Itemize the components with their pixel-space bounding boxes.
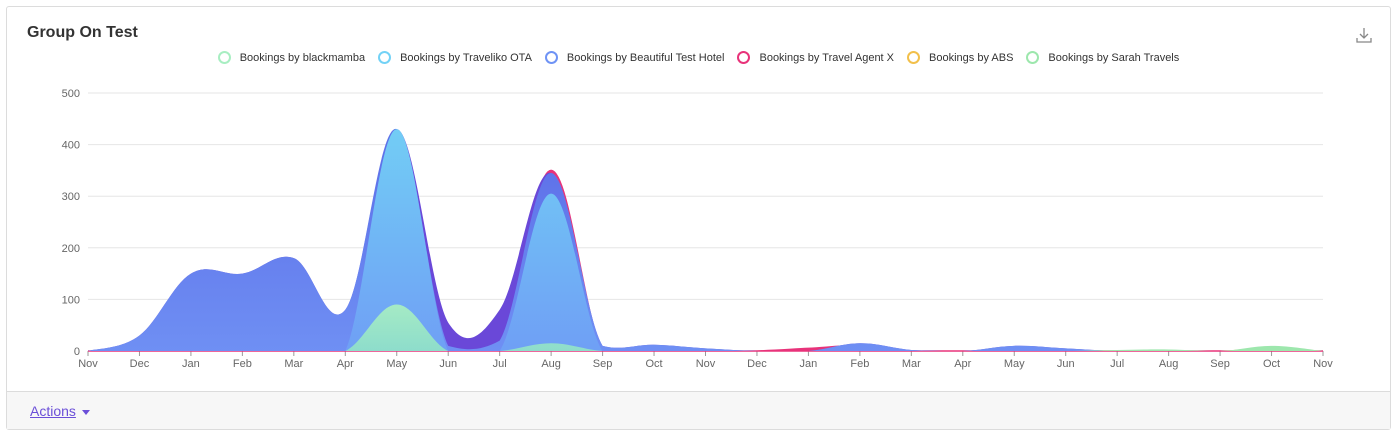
x-tick-label: May bbox=[1004, 358, 1025, 370]
x-tick-label: Aug bbox=[541, 358, 561, 370]
x-tick-label: Mar bbox=[902, 358, 921, 370]
chart-card: Group On Test Bookings by blackmamba Book… bbox=[6, 6, 1391, 430]
chevron-down-icon bbox=[81, 409, 90, 415]
y-tick-label: 100 bbox=[62, 294, 80, 306]
x-tick-label: Nov bbox=[696, 358, 716, 370]
legend-item-traveliko[interactable]: Bookings by Traveliko OTA bbox=[378, 51, 532, 64]
x-tick-label: Sep bbox=[593, 358, 613, 370]
x-tick-label: Dec bbox=[130, 358, 150, 370]
legend-item-blackmamba[interactable]: Bookings by blackmamba bbox=[217, 51, 366, 64]
download-icon[interactable] bbox=[1354, 25, 1374, 45]
x-tick-label: Feb bbox=[233, 358, 252, 370]
x-tick-label: May bbox=[386, 358, 407, 370]
x-tick-label: Sep bbox=[1210, 358, 1230, 370]
series-area-traveliko-ota bbox=[88, 129, 1323, 351]
card-footer: Actions bbox=[7, 391, 1390, 429]
legend-marker-icon bbox=[737, 51, 751, 64]
chart-plot: 0 100 200 300 400 500 Nov Dec Jan Feb Mar Apr May Jun… bbox=[62, 88, 1334, 370]
chart-title: Group On Test bbox=[27, 24, 138, 41]
chart-legend: Bookings by blackmamba Bookings by Travel… bbox=[7, 51, 1390, 64]
x-tick-label: Apr bbox=[337, 358, 354, 370]
legend-label: Bookings by Travel Agent X bbox=[759, 51, 895, 64]
x-tick-label: Oct bbox=[645, 358, 662, 370]
series-area-beautiful-test-hotel bbox=[88, 128, 1323, 351]
y-tick-label: 400 bbox=[62, 140, 80, 152]
y-tick-label: 0 bbox=[74, 346, 80, 358]
legend-marker-icon bbox=[1026, 51, 1040, 64]
legend-label: Bookings by Sarah Travels bbox=[1048, 51, 1180, 64]
legend-item-travelagent[interactable]: Bookings by Travel Agent X bbox=[737, 51, 894, 64]
legend-item-sarah[interactable]: Bookings by Sarah Travels bbox=[1026, 51, 1179, 64]
x-tick-label: Nov bbox=[1313, 358, 1333, 370]
x-tick-label: Jun bbox=[1057, 358, 1075, 370]
actions-label: Actions bbox=[30, 403, 76, 419]
x-tick-label: Jan bbox=[800, 358, 818, 370]
legend-marker-icon bbox=[544, 51, 558, 64]
x-tick-label: Apr bbox=[954, 358, 971, 370]
x-tick-label: Aug bbox=[1159, 358, 1179, 370]
x-tick-label: Jul bbox=[493, 358, 507, 370]
x-tick-label: Nov bbox=[78, 358, 98, 370]
x-tick-label: Oct bbox=[1263, 358, 1280, 370]
x-tick-label: Mar bbox=[284, 358, 303, 370]
x-tick-label: Jul bbox=[1110, 358, 1124, 370]
actions-dropdown[interactable]: Actions bbox=[30, 403, 90, 419]
legend-marker-icon bbox=[217, 51, 231, 64]
legend-label: Bookings by ABS bbox=[929, 51, 1014, 64]
legend-marker-icon bbox=[907, 51, 921, 64]
series-area-blackmamba bbox=[88, 304, 1323, 351]
y-tick-label: 300 bbox=[62, 191, 80, 203]
x-tick-label: Feb bbox=[850, 358, 869, 370]
legend-item-abs[interactable]: Bookings by ABS bbox=[907, 51, 1013, 64]
x-tick-label: Jun bbox=[439, 358, 457, 370]
legend-label: Bookings by blackmamba bbox=[239, 51, 366, 64]
y-tick-label: 500 bbox=[62, 88, 80, 100]
legend-item-beautiful[interactable]: Bookings by Beautiful Test Hotel bbox=[544, 51, 725, 64]
x-tick-label: Jan bbox=[182, 358, 200, 370]
legend-label: Bookings by Beautiful Test Hotel bbox=[566, 51, 725, 64]
legend-marker-icon bbox=[378, 51, 392, 64]
x-tick-label: Dec bbox=[747, 358, 767, 370]
legend-label: Bookings by Traveliko OTA bbox=[400, 51, 532, 64]
y-tick-label: 200 bbox=[62, 243, 80, 255]
